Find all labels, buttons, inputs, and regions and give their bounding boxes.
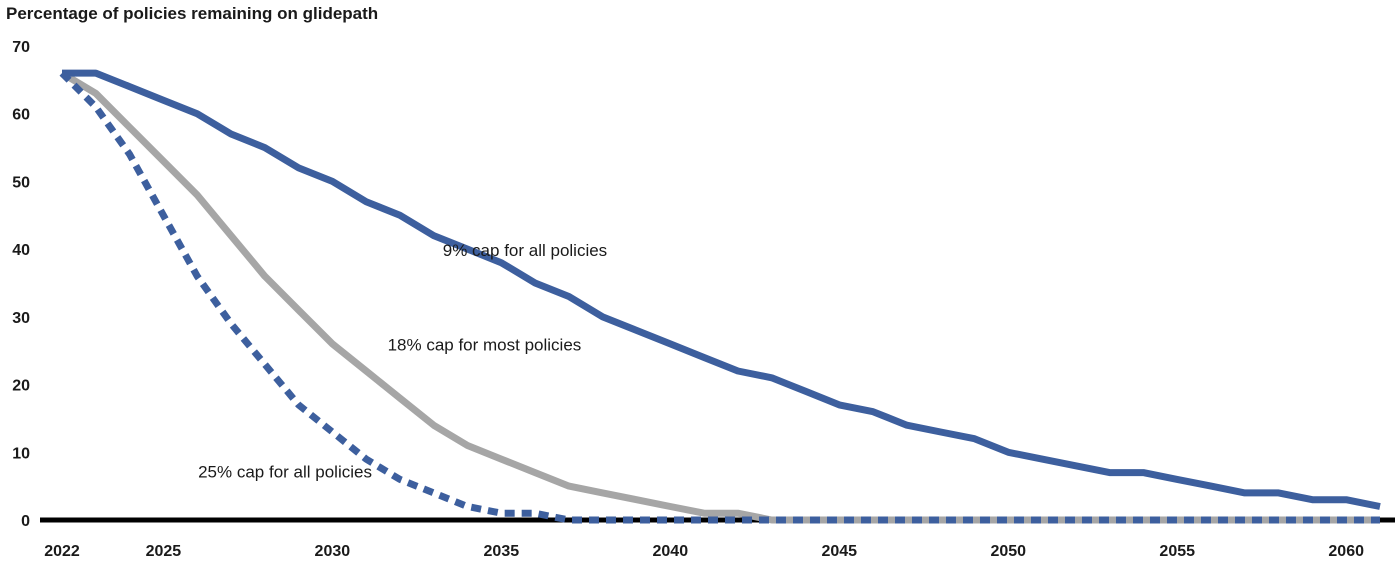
series-annotation-2: 18% cap for most policies [388, 336, 582, 355]
y-tick-label: 30 [12, 310, 30, 327]
y-tick-label: 10 [12, 445, 30, 462]
y-tick-label: 50 [12, 174, 30, 191]
x-tick-label: 2035 [484, 543, 520, 560]
series-line-2 [60, 70, 1380, 524]
x-tick-label: 2045 [821, 543, 857, 560]
series-annotation-1: 9% cap for all policies [443, 241, 607, 260]
y-tick-label: 40 [12, 242, 30, 259]
x-tick-label: 2055 [1159, 543, 1195, 560]
y-tick-label: 70 [12, 39, 30, 56]
y-tick-label: 60 [12, 107, 30, 124]
series-annotation-3: 25% cap for all policies [198, 462, 372, 481]
x-tick-label: 2030 [315, 543, 351, 560]
x-tick-label: 2060 [1328, 543, 1364, 560]
x-tick-label: 2050 [990, 543, 1026, 560]
x-tick-label: 2022 [44, 543, 80, 560]
y-tick-label: 20 [12, 378, 30, 395]
y-tick-label: 0 [21, 513, 30, 530]
series-line-1 [62, 69, 1381, 510]
chart-title: Percentage of policies remaining on glid… [6, 4, 379, 23]
x-tick-label: 2025 [146, 543, 182, 560]
series-line-3 [59, 70, 1380, 524]
x-tick-label: 2040 [653, 543, 689, 560]
